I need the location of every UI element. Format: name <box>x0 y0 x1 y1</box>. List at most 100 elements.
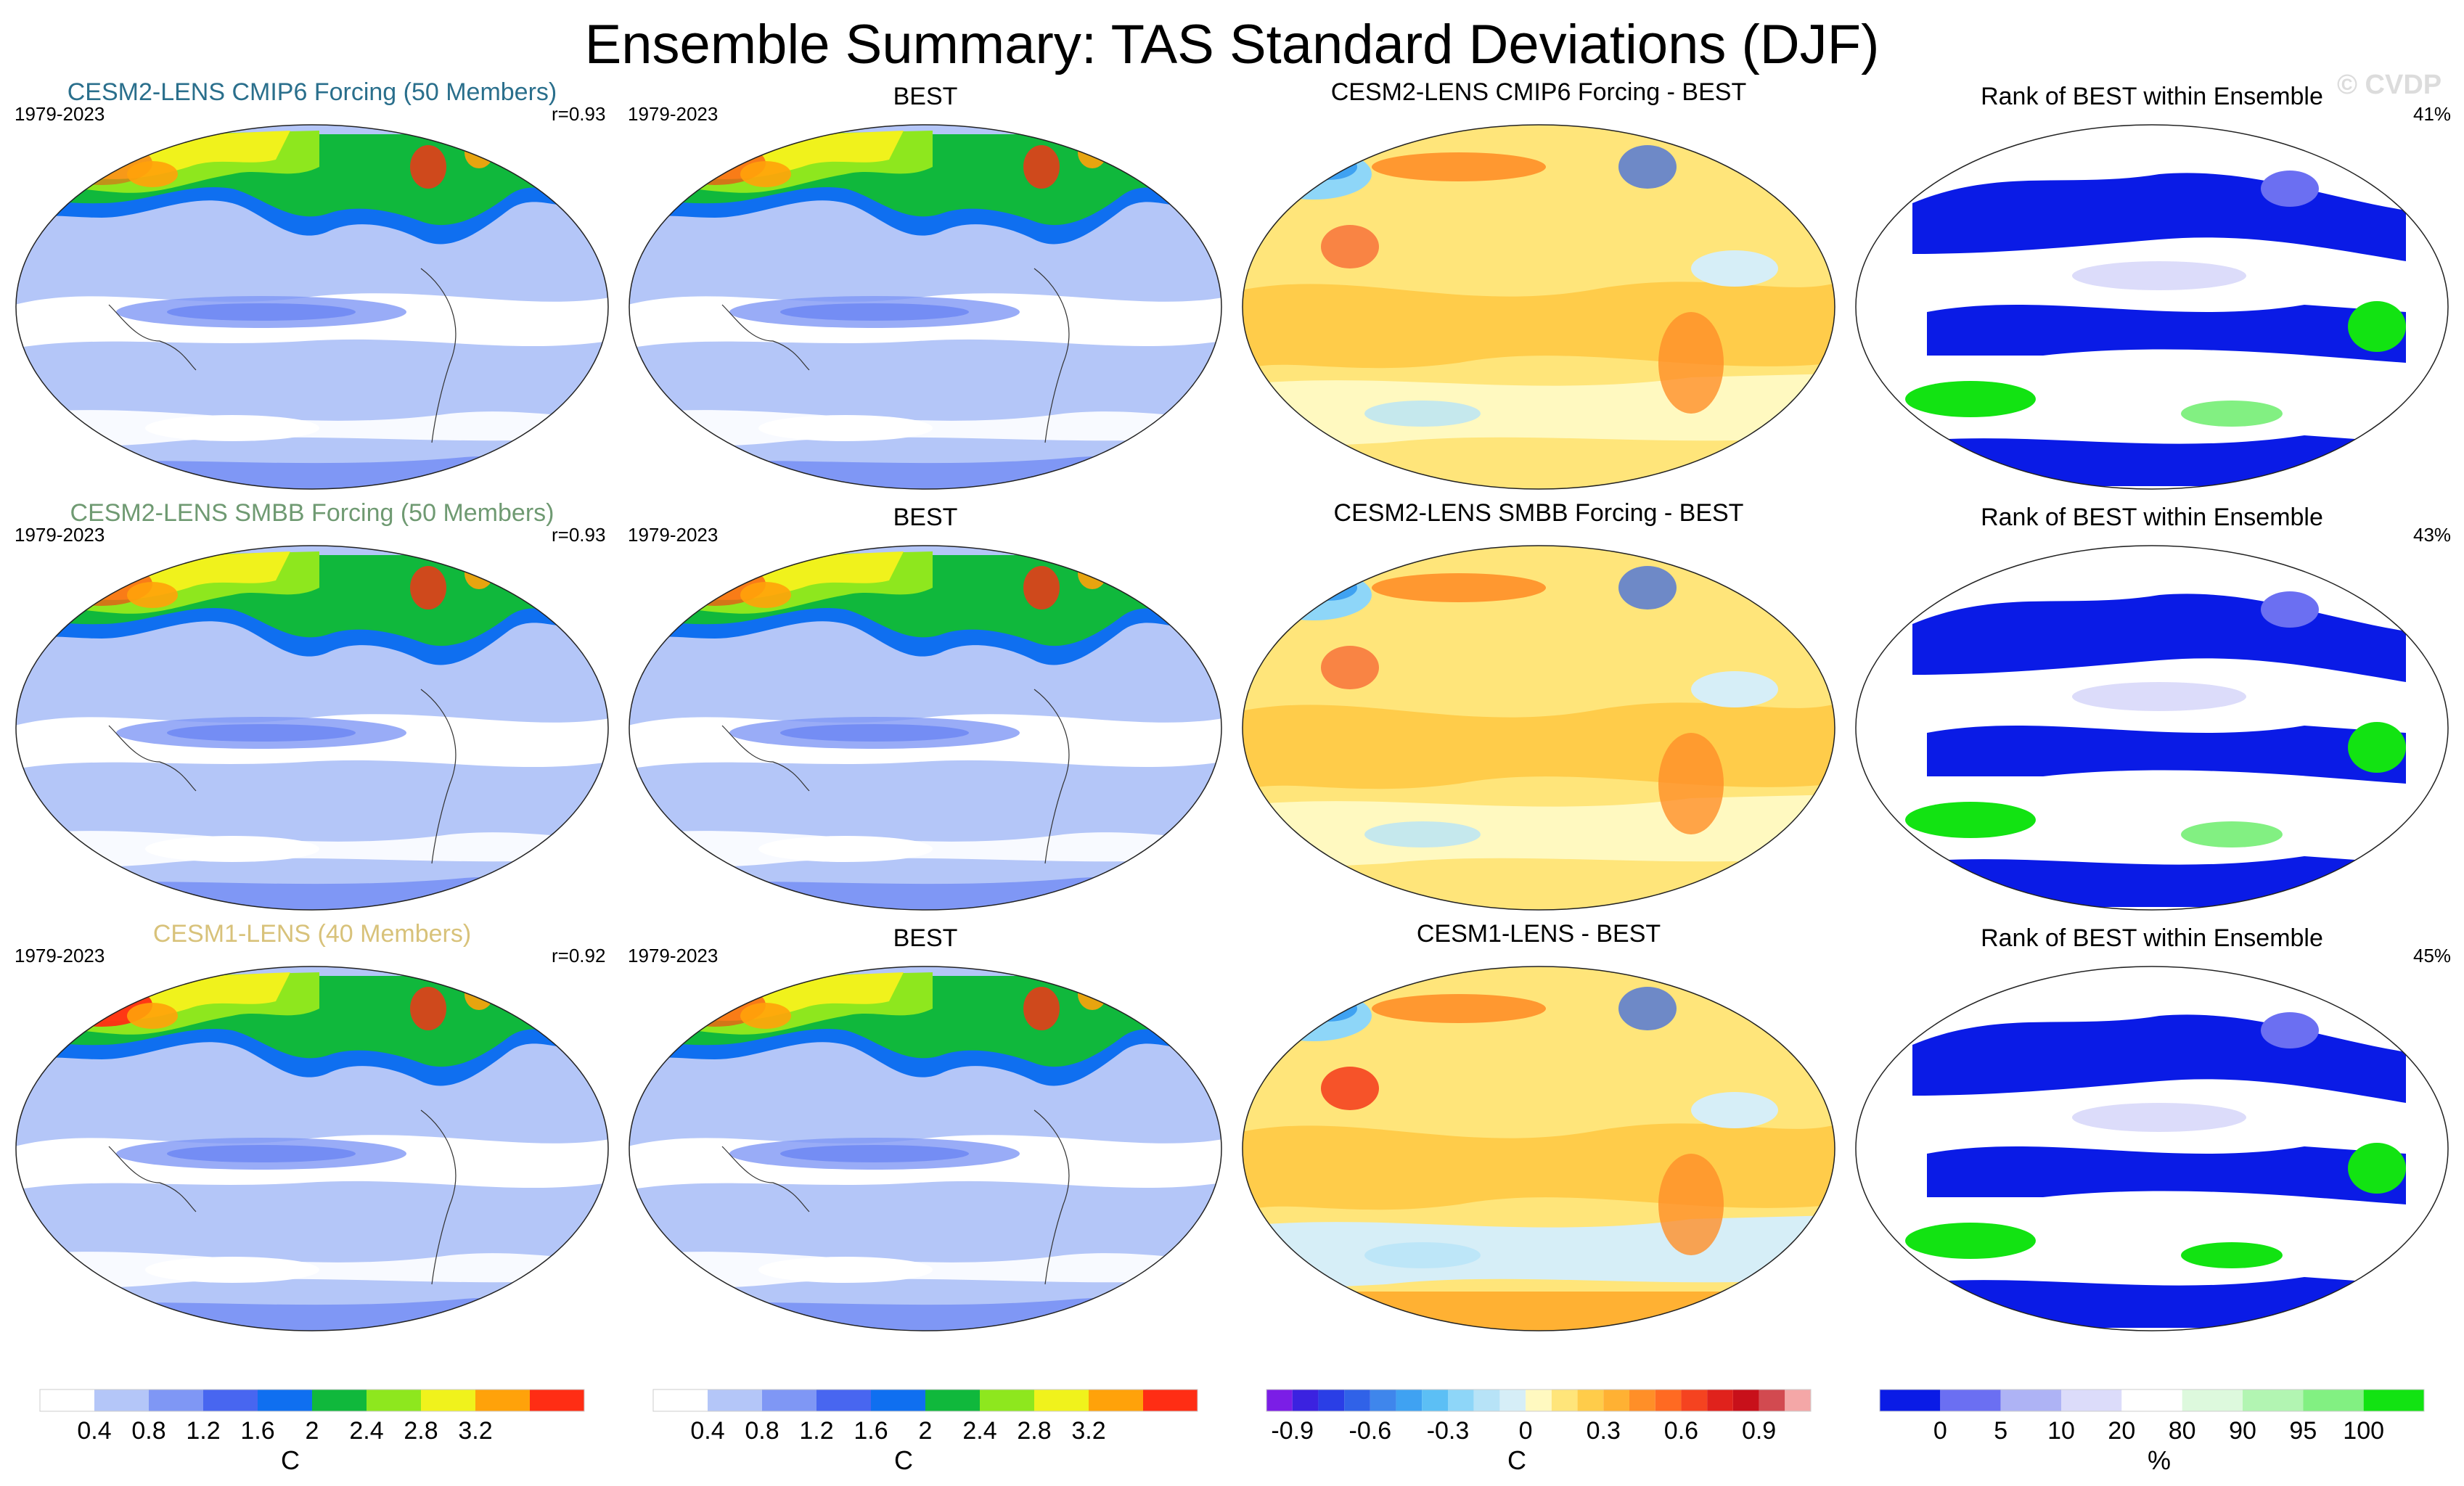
obs-years-label: 1979-2023 <box>628 103 719 125</box>
colorbar-swatch <box>1370 1389 1396 1411</box>
rank-map-panel <box>1855 124 2449 490</box>
model-map-panel <box>15 966 609 1331</box>
colorbar-swatch <box>1526 1389 1552 1411</box>
colorbar-swatch <box>708 1389 762 1411</box>
colorbar-unit-label: C <box>1507 1445 1526 1475</box>
colorbar-swatch <box>1499 1389 1526 1411</box>
colorbar-swatch <box>1629 1389 1655 1411</box>
colorbar-tick-label: 0.4 <box>690 1417 724 1445</box>
colorbar-swatch <box>1785 1389 1811 1411</box>
stddev-model-colorbar: 0.4 0.8 1.2 1.6 2 2.4 2.8 3.2 C <box>39 1389 585 1475</box>
colorbar-swatch <box>2303 1389 2364 1411</box>
colorbar-swatch <box>2363 1389 2424 1411</box>
colorbar-swatch <box>1759 1389 1785 1411</box>
obs-panel-title: BEST <box>893 924 958 952</box>
colorbar-tick-label: 2.4 <box>349 1417 383 1445</box>
model-panel-title: CESM1-LENS (40 Members) <box>152 920 472 948</box>
pattern-correlation-label: r=0.92 <box>552 945 606 966</box>
colorbar-swatch <box>1034 1389 1089 1411</box>
colorbar-swatch <box>1143 1389 1198 1411</box>
colorbar-swatch <box>1681 1389 1708 1411</box>
colorbar-swatch <box>2121 1389 2182 1411</box>
colorbar-swatch <box>1707 1389 1733 1411</box>
colorbar-tick-label: 1.6 <box>854 1417 888 1445</box>
colorbar-swatch <box>925 1389 980 1411</box>
colorbar-swatch <box>1344 1389 1370 1411</box>
colorbar-swatch <box>1292 1389 1319 1411</box>
difference-panel-title: CESM2-LENS SMBB Forcing - BEST <box>1333 499 1744 527</box>
pattern-correlation-label: r=0.93 <box>552 103 606 125</box>
colorbar-unit-label: C <box>281 1445 300 1475</box>
colorbar-tick-label: 2.8 <box>404 1417 438 1445</box>
diff-map-panel <box>1242 545 1835 911</box>
rank-percent-label: 45% <box>2413 945 2452 966</box>
diff-map-panel <box>1242 124 1835 490</box>
obs-panel-title: BEST <box>893 83 958 110</box>
colorbar-tick-label: 95 <box>2289 1417 2317 1445</box>
rank-percent-label: 43% <box>2413 524 2452 546</box>
colorbar-tick-label: 80 <box>2169 1417 2196 1445</box>
colorbar-swatch <box>1940 1389 2001 1411</box>
obs-years-label: 1979-2023 <box>628 945 719 966</box>
cvdp-watermark: © CVDP <box>2337 70 2442 100</box>
colorbar-tick-label: 0.6 <box>1664 1417 1698 1445</box>
colorbar-swatch <box>312 1389 367 1411</box>
colorbar-swatch <box>653 1389 708 1411</box>
stddev-obs-colorbar: 0.4 0.8 1.2 1.6 2 2.4 2.8 3.2 C <box>652 1389 1198 1475</box>
colorbar-swatch <box>816 1389 871 1411</box>
rank-panel-title: Rank of BEST within Ensemble <box>1981 83 2323 110</box>
colorbar-tick-label: 2 <box>919 1417 933 1445</box>
colorbar-swatch <box>1396 1389 1423 1411</box>
colorbar-swatch <box>980 1389 1034 1411</box>
rank-percent-label: 41% <box>2413 103 2452 125</box>
colorbar-swatch <box>2243 1389 2304 1411</box>
colorbar-swatch <box>203 1389 258 1411</box>
obs-map-panel <box>629 124 1222 490</box>
rank-panel-title: Rank of BEST within Ensemble <box>1981 504 2323 531</box>
colorbar-swatch <box>1473 1389 1500 1411</box>
colorbar-swatch <box>367 1389 421 1411</box>
colorbar-swatch <box>1318 1389 1345 1411</box>
colorbar-swatch <box>149 1389 203 1411</box>
difference-panel-title: CESM1-LENS - BEST <box>1416 920 1661 948</box>
model-panel-title: CESM2-LENS CMIP6 Forcing (50 Members) <box>67 78 557 106</box>
colorbar-swatch <box>2182 1389 2243 1411</box>
colorbar-tick-label: 100 <box>2343 1417 2384 1445</box>
rank-panel-title: Rank of BEST within Ensemble <box>1981 924 2323 952</box>
obs-panel-title: BEST <box>893 504 958 531</box>
colorbar-tick-label: 10 <box>2047 1417 2075 1445</box>
difference-panel-title: CESM2-LENS CMIP6 Forcing - BEST <box>1330 78 1747 106</box>
colorbar-swatch <box>421 1389 475 1411</box>
rank-colorbar: 0 5 10 20 80 90 95 100% <box>1879 1389 2425 1475</box>
colorbar-tick-label: -0.6 <box>1349 1417 1392 1445</box>
colorbar-tick-label: 1.6 <box>240 1417 274 1445</box>
colorbar-swatch <box>530 1389 584 1411</box>
colorbar-swatch <box>258 1389 312 1411</box>
figure-title: Ensemble Summary: TAS Standard Deviation… <box>584 14 1880 75</box>
colorbar-tick-label: 0.8 <box>131 1417 165 1445</box>
pattern-correlation-label: r=0.93 <box>552 524 606 546</box>
colorbar-tick-label: 0.8 <box>745 1417 779 1445</box>
model-years-label: 1979-2023 <box>15 524 105 546</box>
colorbar-tick-label: 0 <box>1933 1417 1947 1445</box>
difference-colorbar: -0.9 -0.6 -0.3 0 0.3 0.6 0.9 C <box>1266 1389 1812 1475</box>
colorbar-tick-label: 1.2 <box>186 1417 220 1445</box>
obs-years-label: 1979-2023 <box>628 524 719 546</box>
colorbar-tick-label: 90 <box>2229 1417 2256 1445</box>
rank-map-panel <box>1855 545 2449 911</box>
colorbar-swatch <box>1655 1389 1682 1411</box>
colorbar-swatch <box>1422 1389 1448 1411</box>
colorbar-tick-label: 2.4 <box>962 1417 996 1445</box>
colorbar-tick-label: 1.2 <box>799 1417 833 1445</box>
rank-map-panel <box>1855 966 2449 1331</box>
colorbar-swatch <box>1577 1389 1604 1411</box>
model-years-label: 1979-2023 <box>15 945 105 966</box>
diff-map-panel <box>1242 966 1835 1331</box>
colorbar-swatch <box>1266 1389 1293 1411</box>
colorbar-swatch <box>1732 1389 1759 1411</box>
colorbar-tick-label: 5 <box>1994 1417 2007 1445</box>
model-map-panel <box>15 545 609 911</box>
obs-map-panel <box>629 966 1222 1331</box>
colorbar-swatch <box>1603 1389 1629 1411</box>
colorbar-tick-label: 0.4 <box>77 1417 111 1445</box>
